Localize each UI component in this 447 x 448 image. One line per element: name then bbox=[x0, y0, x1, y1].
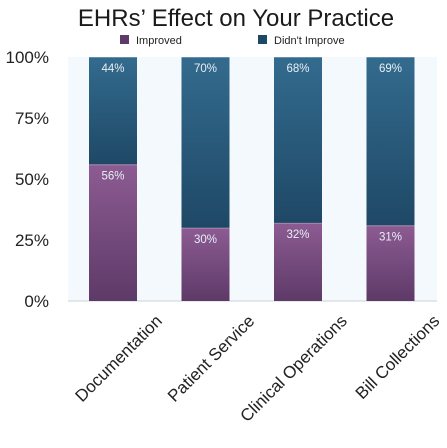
legend: Improved Didn't Improve bbox=[120, 35, 345, 47]
y-tick-label: 75% bbox=[15, 109, 49, 128]
data-label: 32% bbox=[286, 229, 309, 241]
x-tick-label: Patient Service bbox=[164, 311, 258, 405]
data-label: 31% bbox=[379, 231, 402, 243]
bars: 56% 44% 30% 70% 32% 68% 31% 69% bbox=[89, 57, 415, 301]
y-axis: 0% 25% 50% 75% 100% bbox=[6, 48, 437, 311]
y-tick-label: 0% bbox=[24, 292, 49, 311]
legend-swatch bbox=[258, 35, 267, 44]
bar-segment bbox=[366, 225, 415, 301]
data-label: 44% bbox=[101, 63, 124, 75]
data-label: 30% bbox=[194, 234, 217, 246]
legend-swatch bbox=[120, 35, 129, 44]
legend-label: Improved bbox=[136, 35, 182, 47]
y-tick-label: 100% bbox=[6, 48, 49, 67]
x-tick-label: Documentation bbox=[72, 311, 166, 405]
y-tick-label: 25% bbox=[15, 231, 49, 250]
legend-label: Didn't Improve bbox=[274, 35, 345, 47]
bar-segment bbox=[89, 164, 137, 301]
y-tick-label: 50% bbox=[15, 170, 49, 189]
data-label: 69% bbox=[379, 63, 402, 75]
chart-title: EHRs’ Effect on Your Practice bbox=[78, 5, 394, 32]
bar-segment bbox=[89, 57, 137, 165]
x-tick-label: Bill Collections bbox=[352, 311, 444, 403]
bar-segment bbox=[366, 57, 415, 226]
data-label: 56% bbox=[101, 170, 124, 182]
bar-segment bbox=[181, 57, 230, 228]
bar-segment bbox=[181, 227, 230, 301]
data-label: 68% bbox=[286, 63, 309, 75]
data-label: 70% bbox=[194, 63, 217, 75]
bar-segment bbox=[274, 57, 322, 223]
bar-segment bbox=[274, 222, 322, 301]
